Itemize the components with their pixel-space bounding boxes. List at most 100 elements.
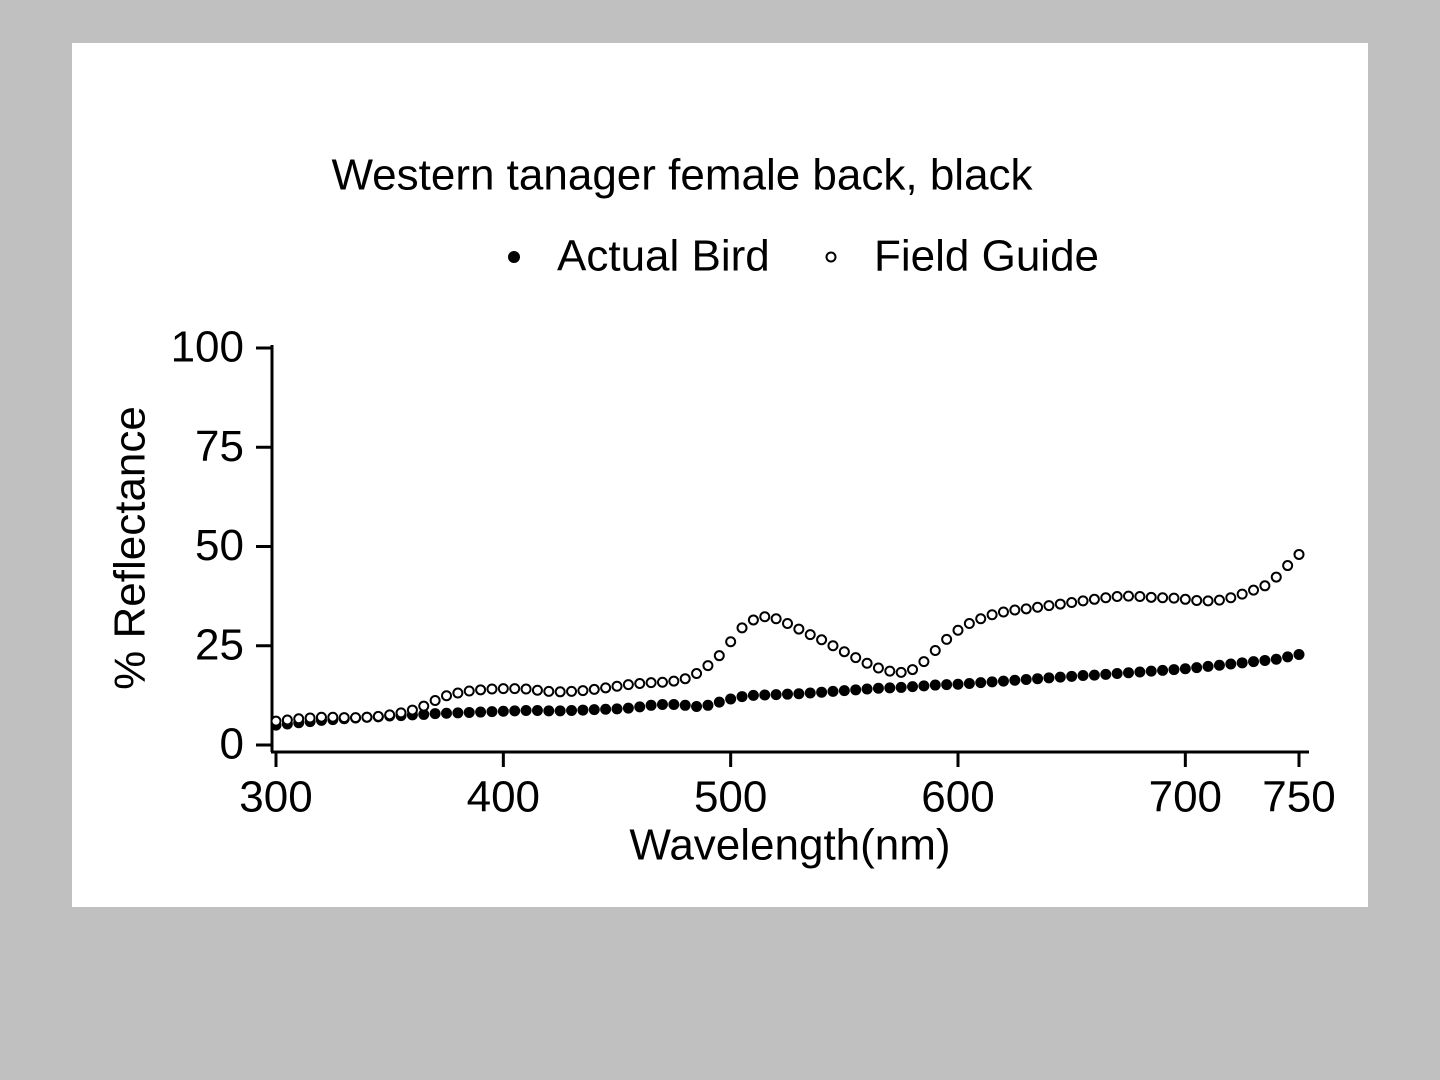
y-tick-label: 25 <box>195 620 244 669</box>
data-point <box>1248 584 1260 596</box>
data-point <box>1032 673 1044 685</box>
data-point <box>1157 592 1169 604</box>
data-point <box>1100 668 1112 680</box>
data-point <box>588 683 600 695</box>
data-point <box>759 689 771 701</box>
legend-marker <box>825 251 837 263</box>
data-point <box>554 686 566 698</box>
data-point <box>1123 667 1134 679</box>
data-point <box>622 679 634 691</box>
data-point <box>941 633 953 645</box>
data-point <box>441 707 452 719</box>
data-point <box>713 650 725 662</box>
data-point <box>1213 594 1225 606</box>
data-point <box>327 711 339 723</box>
data-point <box>816 686 828 698</box>
x-tick-label: 300 <box>239 773 312 822</box>
y-tick-label: 50 <box>195 521 244 570</box>
legend-label: Field Guide <box>874 232 1099 281</box>
data-point <box>634 701 646 713</box>
x-tick-label: 500 <box>694 773 767 822</box>
data-point <box>1043 600 1055 612</box>
data-point <box>668 699 680 711</box>
data-point <box>1191 662 1203 674</box>
data-point <box>702 699 714 711</box>
data-point <box>543 685 555 697</box>
data-point <box>395 707 407 719</box>
data-point <box>1168 664 1180 676</box>
plot-panel <box>72 43 1368 907</box>
y-tick-label: 0 <box>220 720 244 769</box>
data-point <box>736 691 748 703</box>
data-point <box>1282 560 1294 572</box>
y-axis-label: % Reflectance <box>106 406 155 690</box>
data-point <box>827 640 839 652</box>
data-point <box>850 652 862 664</box>
data-point <box>600 682 612 694</box>
data-point <box>975 677 987 689</box>
data-point <box>725 693 737 705</box>
data-point <box>475 684 487 696</box>
data-point <box>952 624 964 636</box>
x-tick-label: 600 <box>921 773 994 822</box>
data-point <box>986 676 998 688</box>
data-point <box>486 706 498 718</box>
data-point <box>293 713 305 725</box>
data-point <box>1179 593 1191 605</box>
data-point <box>475 706 487 718</box>
data-point <box>668 675 680 687</box>
data-point <box>520 704 532 716</box>
data-point <box>1066 670 1078 682</box>
data-point <box>1270 571 1282 583</box>
data-point <box>1248 656 1260 668</box>
data-point <box>418 700 430 712</box>
data-point <box>520 683 532 695</box>
data-point <box>429 695 441 707</box>
x-tick-label: 700 <box>1149 773 1222 822</box>
chart-title: Western tanager female back, black <box>331 151 1033 200</box>
data-point <box>1236 588 1248 600</box>
data-point <box>872 662 884 674</box>
data-point <box>838 685 850 697</box>
x-tick-label: 750 <box>1262 773 1335 822</box>
data-point <box>1134 666 1146 678</box>
data-point <box>1213 659 1225 671</box>
data-point <box>1088 669 1100 681</box>
data-point <box>918 680 930 692</box>
data-point <box>1145 591 1157 603</box>
data-point <box>1009 604 1021 616</box>
data-point <box>566 685 578 697</box>
data-point <box>1293 648 1305 660</box>
data-point <box>793 623 805 635</box>
data-point <box>497 705 509 717</box>
data-point <box>804 629 816 641</box>
data-point <box>645 699 657 711</box>
data-point <box>429 708 441 720</box>
data-point <box>725 636 737 648</box>
x-axis-label: Wavelength(nm) <box>629 821 950 870</box>
data-point <box>1236 657 1248 669</box>
data-point <box>963 618 975 630</box>
data-point <box>793 688 805 700</box>
data-point <box>1088 593 1100 605</box>
data-point <box>747 689 759 701</box>
data-point <box>895 681 907 693</box>
data-point <box>782 618 793 630</box>
data-point <box>406 704 418 716</box>
data-point <box>1293 548 1305 560</box>
data-point <box>611 703 623 715</box>
data-point <box>929 645 941 657</box>
data-point <box>1111 668 1123 680</box>
y-tick-label: 100 <box>171 323 244 372</box>
data-point <box>281 714 293 726</box>
data-point <box>1202 595 1214 607</box>
data-point <box>1225 658 1237 670</box>
data-point <box>929 679 941 691</box>
data-point <box>486 683 498 695</box>
data-point <box>804 687 816 699</box>
data-point <box>418 708 430 720</box>
data-point <box>1191 594 1203 606</box>
data-point <box>543 705 555 717</box>
data-point <box>1145 665 1157 677</box>
